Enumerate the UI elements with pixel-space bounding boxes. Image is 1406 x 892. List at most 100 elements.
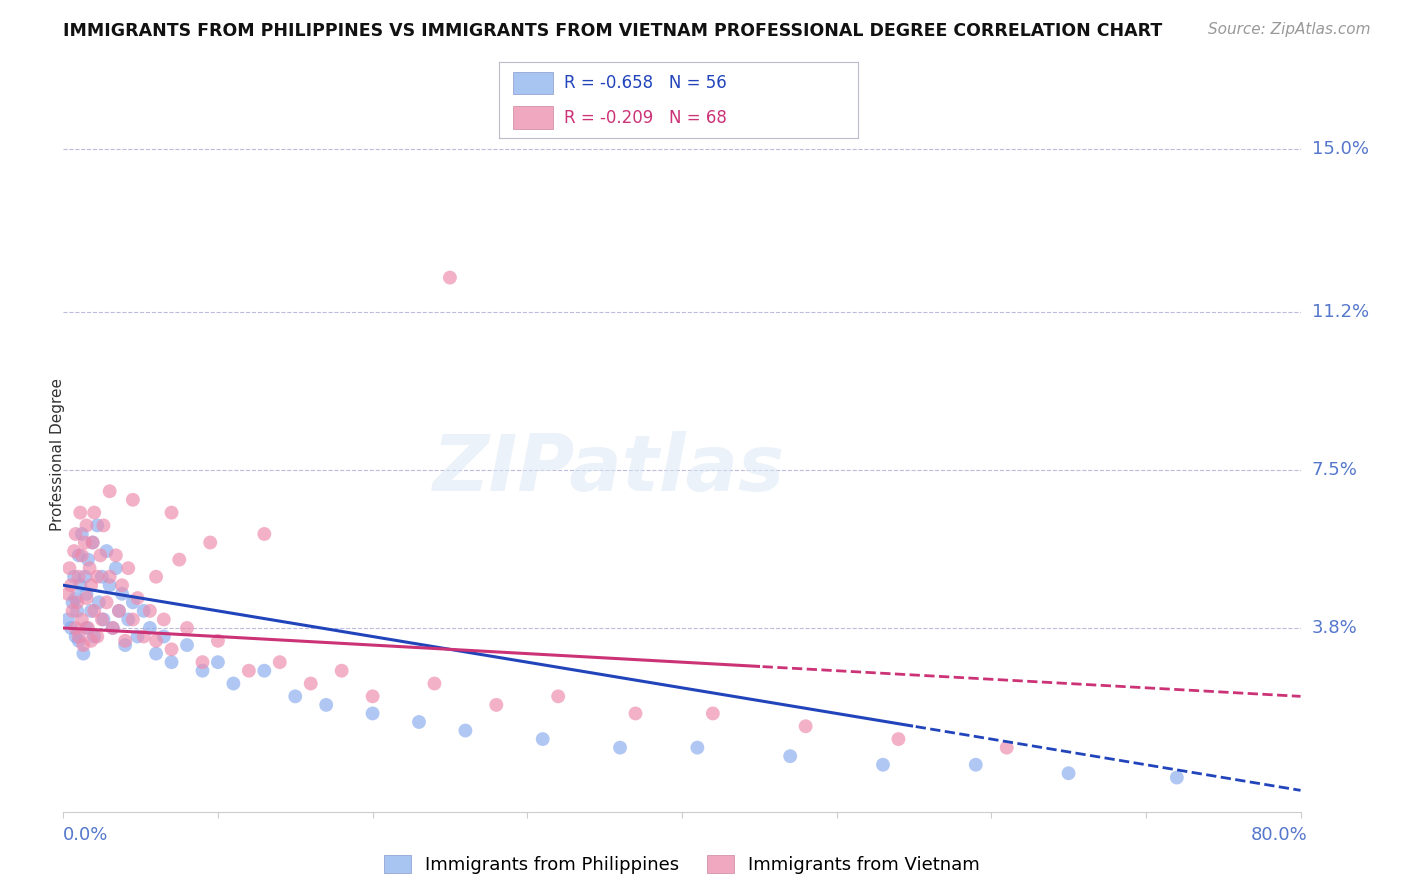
Point — [200, 535, 222, 549]
Point — [96, 544, 118, 558]
Point — [121, 595, 145, 609]
Point — [72, 638, 94, 652]
Point — [83, 630, 105, 644]
Point — [76, 621, 98, 635]
Point — [86, 570, 108, 584]
Point — [284, 690, 307, 704]
Point — [79, 561, 101, 575]
Point — [315, 698, 337, 712]
Point — [83, 506, 105, 520]
Point — [65, 527, 87, 541]
Point — [222, 676, 245, 690]
Point — [93, 612, 115, 626]
Point — [117, 612, 139, 626]
Point — [80, 604, 103, 618]
Point — [65, 591, 87, 605]
Point — [76, 518, 98, 533]
Point — [139, 604, 162, 618]
Point — [423, 676, 446, 690]
Point — [439, 270, 461, 285]
Point — [73, 570, 96, 584]
Text: 0.0%: 0.0% — [63, 826, 108, 844]
Point — [176, 621, 198, 635]
Point — [86, 630, 108, 644]
Point — [238, 664, 260, 678]
Point — [111, 578, 134, 592]
Point — [253, 664, 276, 678]
Point — [90, 612, 114, 626]
Point — [160, 642, 183, 657]
Point — [299, 676, 322, 690]
Point — [169, 552, 191, 566]
Point — [104, 549, 127, 563]
Point — [454, 723, 477, 738]
Point — [531, 732, 554, 747]
Point — [253, 527, 276, 541]
Text: Source: ZipAtlas.com: Source: ZipAtlas.com — [1208, 22, 1371, 37]
Point — [67, 549, 90, 563]
Point — [70, 612, 93, 626]
Point — [59, 621, 82, 635]
Point — [127, 630, 149, 644]
Point — [65, 621, 87, 635]
Point — [73, 535, 96, 549]
Point — [101, 621, 124, 635]
Point — [101, 621, 124, 635]
Point — [872, 757, 894, 772]
Text: 3.8%: 3.8% — [1312, 619, 1357, 637]
Point — [145, 570, 167, 584]
Point — [108, 604, 131, 618]
Point — [145, 633, 167, 648]
Point — [77, 621, 100, 635]
Point — [160, 506, 183, 520]
Point — [82, 535, 104, 549]
Point — [67, 570, 90, 584]
Point — [63, 570, 86, 584]
Bar — [513, 106, 553, 129]
Point — [82, 535, 104, 549]
Point — [114, 633, 136, 648]
Y-axis label: Professional Degree: Professional Degree — [51, 378, 65, 532]
Point — [1057, 766, 1080, 780]
Point — [86, 518, 108, 533]
Point — [117, 561, 139, 575]
Point — [176, 638, 198, 652]
Point — [80, 633, 103, 648]
Point — [111, 587, 134, 601]
Text: R = -0.209   N = 68: R = -0.209 N = 68 — [564, 109, 727, 127]
Point — [361, 690, 384, 704]
Point — [114, 638, 136, 652]
Point — [98, 578, 121, 592]
Point — [104, 561, 127, 575]
Point — [127, 591, 149, 605]
Point — [67, 633, 90, 648]
Point — [58, 561, 80, 575]
Point — [76, 587, 98, 601]
Point — [121, 612, 145, 626]
Point — [98, 484, 121, 499]
Legend: Immigrants from Philippines, Immigrants from Vietnam: Immigrants from Philippines, Immigrants … — [377, 847, 987, 881]
Bar — [513, 71, 553, 95]
Point — [63, 544, 86, 558]
Point — [207, 633, 229, 648]
Point — [62, 604, 84, 618]
Point — [207, 655, 229, 669]
Point — [96, 595, 118, 609]
Point — [269, 655, 291, 669]
Text: 15.0%: 15.0% — [1312, 140, 1368, 159]
Point — [76, 591, 98, 605]
Text: 80.0%: 80.0% — [1251, 826, 1308, 844]
Point — [485, 698, 508, 712]
Point — [132, 604, 155, 618]
Point — [66, 595, 89, 609]
Point — [1166, 771, 1188, 785]
Point — [83, 604, 105, 618]
Point — [794, 719, 817, 733]
Point — [93, 518, 115, 533]
Point — [121, 492, 145, 507]
Text: IMMIGRANTS FROM PHILIPPINES VS IMMIGRANTS FROM VIETNAM PROFESSIONAL DEGREE CORRE: IMMIGRANTS FROM PHILIPPINES VS IMMIGRANT… — [63, 22, 1163, 40]
Point — [686, 740, 709, 755]
Point — [98, 570, 121, 584]
Point — [66, 604, 89, 618]
Point — [69, 506, 91, 520]
